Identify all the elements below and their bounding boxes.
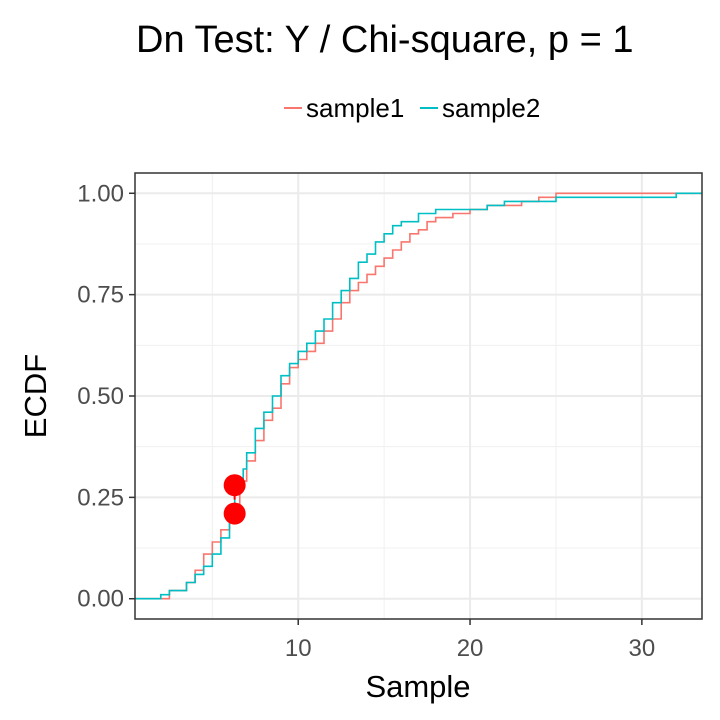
y-axis-title: ECDF	[18, 354, 53, 438]
legend: sample1 sample2	[284, 93, 540, 123]
ecdf-line-sample2	[135, 192, 702, 600]
dn-point-1	[223, 502, 246, 525]
y-tick-label: 0.25	[77, 484, 124, 511]
legend-label-sample2: sample2	[442, 93, 540, 123]
x-tick-label: 30	[629, 635, 656, 662]
dn-point-2	[223, 474, 246, 497]
x-axis-title: Sample	[365, 669, 470, 704]
y-tick-label: 1.00	[77, 180, 124, 207]
x-tick-label: 10	[285, 635, 312, 662]
legend-label-sample1: sample1	[306, 93, 404, 123]
x-tick-label: 20	[457, 635, 484, 662]
y-tick-label: 0.75	[77, 282, 124, 309]
y-tick-label: 0.50	[77, 383, 124, 410]
y-tick-label: 0.00	[77, 586, 124, 613]
chart-title: Dn Test: Y / Chi-square, p = 1	[136, 19, 633, 61]
plot-area: 0.00 0.25 0.50 0.75 1.00 10 20 30	[77, 172, 703, 662]
